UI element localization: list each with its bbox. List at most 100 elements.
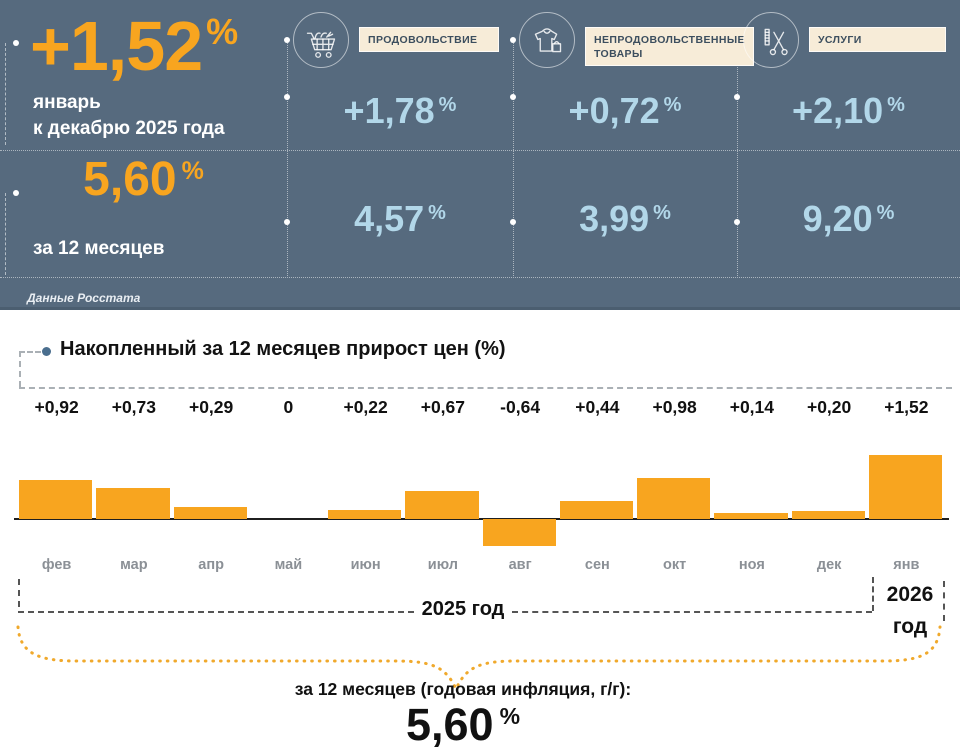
- headline-annual-caption: за 12 месяцев: [33, 238, 165, 259]
- frame-dot: [284, 219, 290, 225]
- bar-slot: [868, 455, 945, 547]
- value-text: 3,99: [579, 198, 650, 239]
- clothing-bag-icon: [519, 12, 575, 68]
- bar-slot: [404, 455, 481, 547]
- chart-section: Накопленный за 12 месяцев прирост цен (%…: [0, 313, 960, 755]
- bar-value-label: +0,98: [652, 397, 697, 417]
- x-axis-label: дек: [816, 557, 842, 573]
- data-source-note: Данные Росстата: [27, 291, 141, 305]
- category-nonfood: НЕПРОДОВОЛЬСТВЕННЫЕ ТОВАРЫ +0,72% 3,99%: [513, 0, 754, 310]
- percent-sign: %: [499, 703, 521, 729]
- percent-sign: %: [181, 157, 204, 185]
- bar: [482, 519, 556, 546]
- percent-sign: %: [653, 202, 671, 224]
- bar-slot: [791, 455, 868, 547]
- bar: [791, 510, 865, 519]
- x-axis-label: мар: [120, 557, 148, 573]
- year-bracket-line: [18, 611, 414, 613]
- headline-annual-value: 5,60: [83, 153, 177, 206]
- x-axis-label: сен: [584, 557, 610, 573]
- x-axis-label: янв: [893, 557, 920, 573]
- percent-sign: %: [428, 202, 446, 224]
- year-2026-label: 2026 год: [886, 583, 934, 638]
- bar-value-label: -0,64: [500, 397, 541, 417]
- bar-slot: [18, 455, 95, 547]
- x-axis-label: окт: [663, 557, 687, 573]
- headline-month-inflation: +1,52%: [30, 6, 238, 98]
- category-food-header: ПРОДОВОЛЬСТВИЕ: [293, 12, 501, 68]
- year-2025-label: 2025 год: [421, 598, 505, 620]
- percent-sign: %: [887, 94, 905, 116]
- bar-slot: [559, 455, 636, 547]
- column-divider: [287, 40, 288, 276]
- services-month-value: +2,10%: [737, 90, 960, 132]
- frame-dot: [284, 37, 290, 43]
- food-annual-value: 4,57%: [287, 198, 513, 240]
- category-services: УСЛУГИ +2,10% 9,20%: [737, 0, 960, 310]
- food-month-value: +1,78%: [287, 90, 513, 132]
- frame-dot: [13, 40, 19, 46]
- value-text: 5,60: [405, 699, 494, 750]
- headline-month-value: +1,52: [30, 7, 203, 85]
- caption-line: к декабрю 2025 года: [33, 118, 225, 139]
- bar: [173, 506, 247, 519]
- bar-value-label: +0,20: [806, 397, 852, 417]
- column-divider: [737, 40, 738, 276]
- bar-value-labels: +0,92 +0,73 +0,29 0 +0,22 +0,67 -0,64 +0…: [18, 397, 945, 418]
- x-axis-label: апр: [198, 557, 224, 573]
- row-divider: [0, 150, 960, 151]
- shopping-cart-icon: [293, 12, 349, 68]
- percent-sign: %: [438, 94, 457, 116]
- left-frame-line: [5, 193, 6, 275]
- year-bracket-tick: [18, 579, 20, 607]
- header-panel: +1,52% январь к декабрю 2025 года 5,60% …: [0, 0, 960, 310]
- column-divider: [513, 40, 514, 276]
- title-bracket: [19, 387, 952, 389]
- value-text: 4,57: [354, 198, 425, 239]
- value-text: +2,10: [792, 90, 884, 131]
- row-divider: [0, 277, 960, 278]
- bar-slot: [327, 455, 404, 547]
- bar: [328, 509, 402, 519]
- bar-value-label: +0,22: [343, 397, 388, 417]
- frame-dot: [510, 94, 516, 100]
- bar: [405, 490, 479, 519]
- left-frame-line: [5, 43, 6, 145]
- services-annual-value: 9,20%: [737, 198, 960, 240]
- bar: [637, 477, 711, 519]
- bar: [868, 455, 942, 519]
- frame-dot: [734, 219, 740, 225]
- chart-baseline: [14, 518, 949, 520]
- year-bracket-line: [512, 611, 872, 613]
- bar-chart: [14, 455, 949, 547]
- curly-brace-decoration: [16, 625, 942, 693]
- annual-inflation-value: 5,60%: [0, 699, 926, 751]
- x-axis-label: фев: [41, 557, 72, 573]
- percent-sign: %: [206, 11, 238, 52]
- bar-value-label: +0,29: [188, 397, 234, 417]
- title-bracket: [19, 351, 21, 387]
- bar: [96, 488, 170, 519]
- category-nonfood-label: НЕПРОДОВОЛЬСТВЕННЫЕ ТОВАРЫ: [585, 27, 754, 66]
- frame-dot: [510, 37, 516, 43]
- annual-inflation-caption: за 12 месяцев (годовая инфляция, г/г):: [294, 679, 632, 699]
- bar-value-label: +0,92: [34, 397, 79, 417]
- bar-slot: [636, 455, 713, 547]
- frame-dot: [284, 94, 290, 100]
- value-text: 9,20: [802, 198, 873, 239]
- title-bracket: [19, 351, 41, 353]
- value-text: +1,78: [343, 90, 435, 131]
- chart-title: Накопленный за 12 месяцев прирост цен (%…: [60, 338, 506, 360]
- percent-sign: %: [663, 94, 682, 116]
- x-axis-label: авг: [508, 557, 532, 573]
- bar-slot: [173, 455, 250, 547]
- x-axis-label: ноя: [738, 557, 765, 573]
- bar-value-label: +0,44: [575, 397, 620, 417]
- category-services-label: УСЛУГИ: [809, 27, 946, 52]
- category-food-label: ПРОДОВОЛЬСТВИЕ: [359, 27, 499, 52]
- year-bracket-tick: [872, 577, 874, 611]
- year-bracket-tick: [943, 581, 945, 621]
- bar-slot: [250, 455, 327, 547]
- bar-value-label: +1,52: [884, 397, 929, 417]
- frame-dot: [510, 219, 516, 225]
